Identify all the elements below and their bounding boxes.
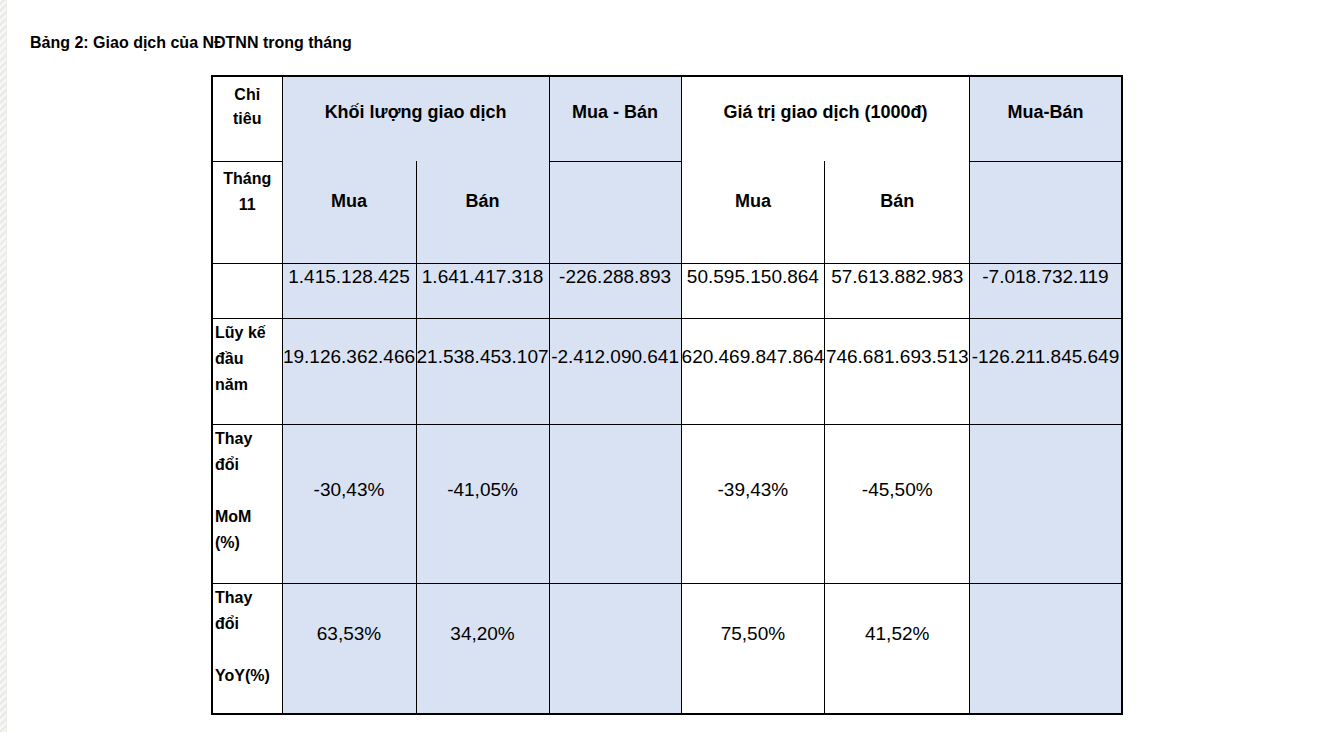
row-label: Lũy kế đầu năm [212, 318, 282, 424]
page-edge-decoration [0, 0, 7, 732]
page-title: Bảng 2: Giao dịch của NĐTNN trong tháng [30, 33, 352, 53]
net-volume-empty-cell [549, 161, 681, 263]
table-row-yoy: Thay đổi YoY(%) 63,53% 34,20% 75,50% 41,… [212, 583, 1122, 714]
data-cell: -39,43% [681, 424, 825, 583]
data-cell: 57.613.882.983 [825, 263, 970, 318]
data-cell [970, 424, 1122, 583]
data-cell: 34,20% [416, 583, 549, 714]
corner-header-chi-tieu: Chỉ tiêu [212, 76, 282, 161]
data-cell: -41,05% [416, 424, 549, 583]
data-cell: 19.126.362.466 [282, 318, 416, 424]
volume-buy-subheader: Mua [282, 161, 416, 263]
data-cell: 63,53% [282, 583, 416, 714]
data-cell: -2.412.090.641 [549, 318, 681, 424]
value-group-header: Giá trị giao dịch (1000đ) [681, 76, 970, 161]
data-cell: -7.018.732.119 [970, 263, 1122, 318]
net-volume-header: Mua - Bán [549, 76, 681, 161]
table-row-mom: Thay đổi MoM (%) -30,43% -41,05% -39,43%… [212, 424, 1122, 583]
data-cell: 1.415.128.425 [282, 263, 416, 318]
table-row-month: 1.415.128.425 1.641.417.318 -226.288.893… [212, 263, 1122, 318]
foreign-investor-transactions-table: Chỉ tiêu Khối lượng giao dịch Mua - Bán … [211, 75, 1123, 715]
value-buy-subheader: Mua [681, 161, 825, 263]
data-cell: 1.641.417.318 [416, 263, 549, 318]
row-label [212, 263, 282, 318]
net-value-header: Mua-Bán [970, 76, 1122, 161]
table-row-ytd: Lũy kế đầu năm 19.126.362.466 21.538.453… [212, 318, 1122, 424]
data-cell: -45,50% [825, 424, 970, 583]
data-cell: 41,52% [825, 583, 970, 714]
data-cell: 620.469.847.864 [681, 318, 825, 424]
volume-sell-subheader: Bán [416, 161, 549, 263]
data-cell: 746.681.693.513 [825, 318, 970, 424]
net-value-empty-cell [970, 161, 1122, 263]
data-cell: 21.538.453.107 [416, 318, 549, 424]
data-cell [970, 583, 1122, 714]
data-cell: 50.595.150.864 [681, 263, 825, 318]
data-cell: -226.288.893 [549, 263, 681, 318]
row-label: Thay đổi MoM (%) [212, 424, 282, 583]
document-page: Bảng 2: Giao dịch của NĐTNN trong tháng … [0, 0, 1318, 732]
row-label: Thay đổi YoY(%) [212, 583, 282, 714]
value-sell-subheader: Bán [825, 161, 970, 263]
data-cell [549, 424, 681, 583]
data-cell: -30,43% [282, 424, 416, 583]
period-label-thang-11: Tháng 11 [212, 161, 282, 263]
data-cell [549, 583, 681, 714]
data-cell: -126.211.845.649 [970, 318, 1122, 424]
volume-group-header: Khối lượng giao dịch [282, 76, 549, 161]
data-cell: 75,50% [681, 583, 825, 714]
